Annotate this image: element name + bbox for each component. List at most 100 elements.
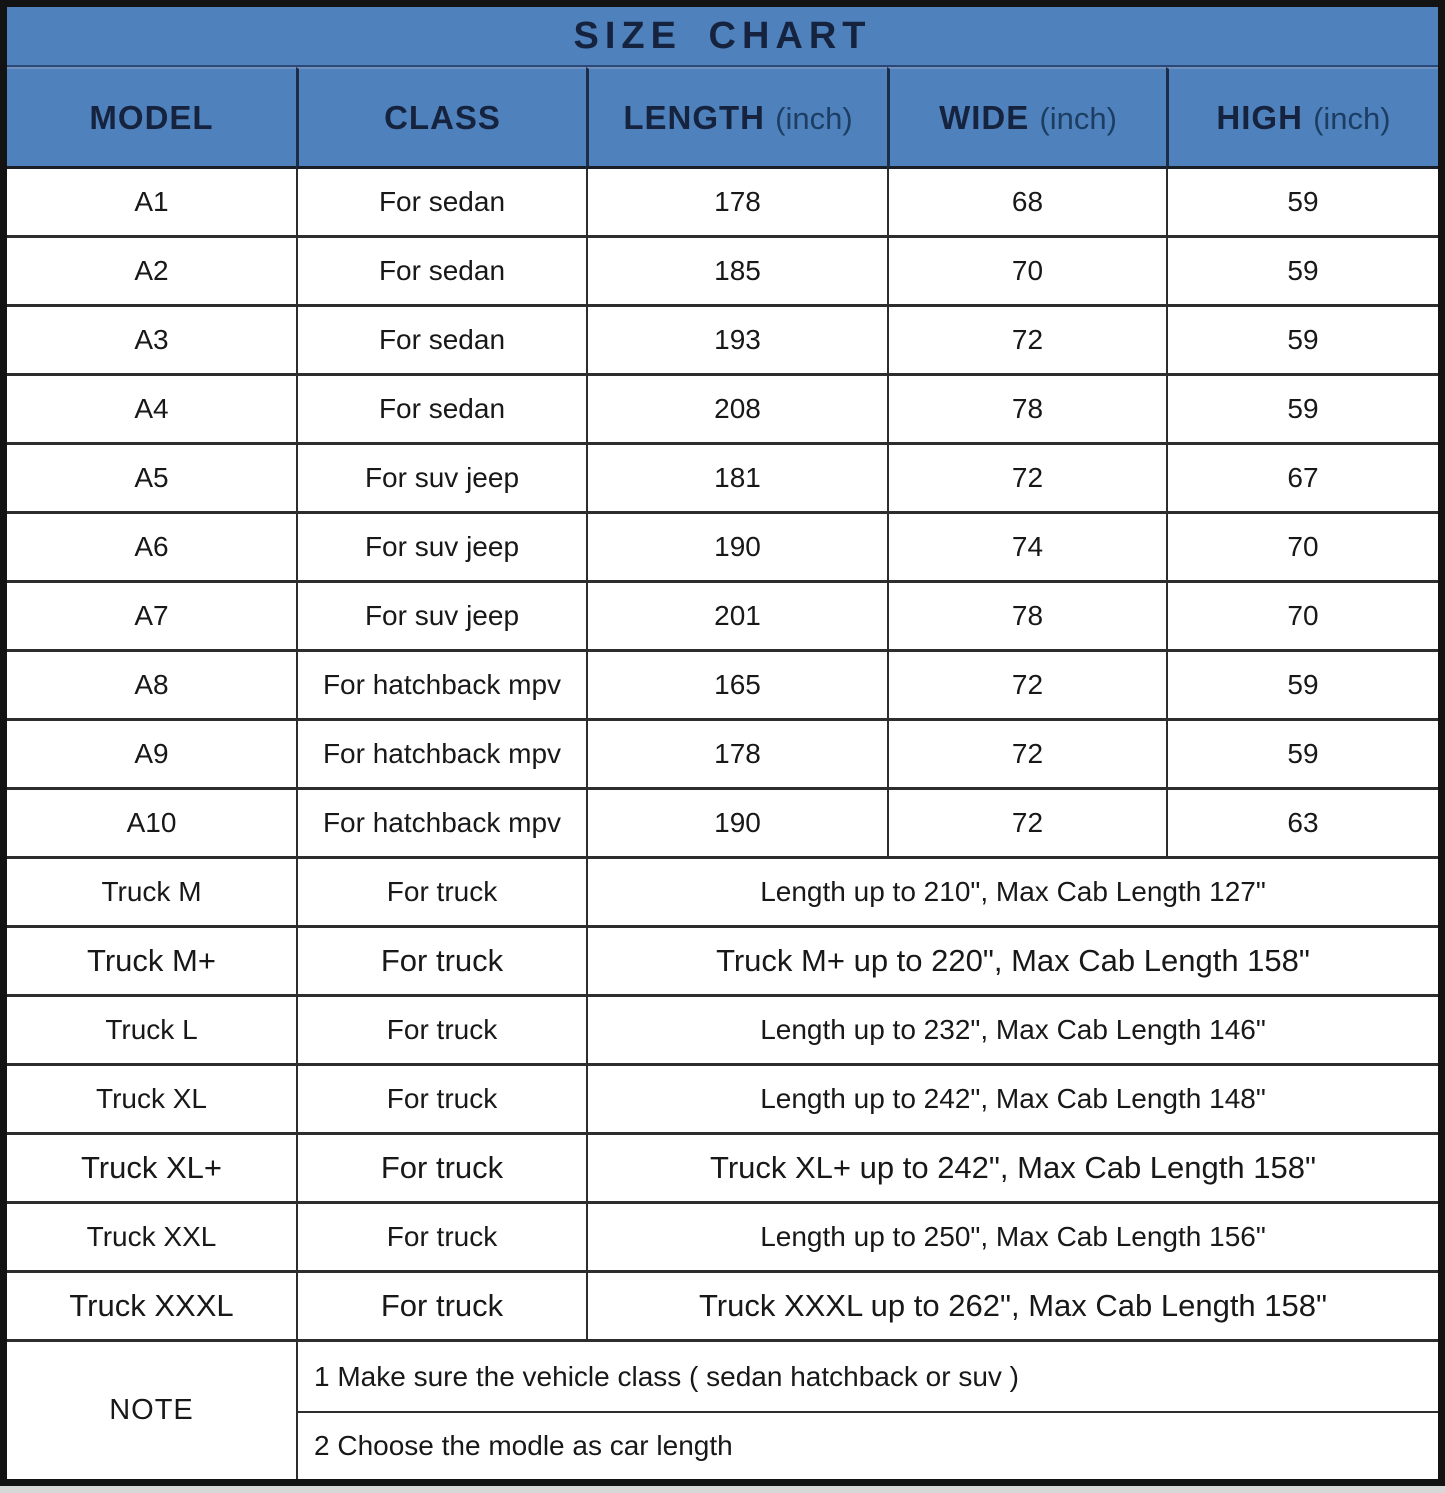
truck-size-cell: Length up to 250", Max Cab Length 156" — [586, 1204, 1438, 1273]
truck-size-cell: Truck M+ up to 220", Max Cab Length 158" — [586, 928, 1438, 997]
note-row: 2 Choose the modle as car length — [7, 1413, 1438, 1479]
model-cell: A10 — [7, 790, 296, 859]
model-cell: Truck XXXL — [7, 1273, 296, 1342]
table-row: A5 For suv jeep 181 72 67 — [7, 445, 1438, 514]
class-cell: For truck — [296, 859, 586, 928]
truck-row: Truck L For truck Length up to 232", Max… — [7, 997, 1438, 1066]
model-cell: Truck XL+ — [7, 1135, 296, 1204]
model-cell: Truck M — [7, 859, 296, 928]
model-cell: Truck M+ — [7, 928, 296, 997]
length-cell: 201 — [586, 583, 887, 652]
wide-cell: 74 — [887, 514, 1166, 583]
model-cell: A9 — [7, 721, 296, 790]
model-cell: Truck XXL — [7, 1204, 296, 1273]
length-cell: 178 — [586, 721, 887, 790]
class-cell: For sedan — [296, 238, 586, 307]
class-cell: For hatchback mpv — [296, 721, 586, 790]
chart-title: SIZE CHART — [7, 7, 1438, 67]
col-header-length-label: LENGTH — [623, 98, 765, 136]
table-row: A6 For suv jeep 190 74 70 — [7, 514, 1438, 583]
wide-cell: 72 — [887, 652, 1166, 721]
class-cell: For truck — [296, 1135, 586, 1204]
length-cell: 190 — [586, 514, 887, 583]
model-cell: Truck L — [7, 997, 296, 1066]
col-header-wide-label: WIDE — [939, 98, 1030, 136]
truck-size-cell: Truck XXXL up to 262", Max Cab Length 15… — [586, 1273, 1438, 1342]
wide-cell: 72 — [887, 445, 1166, 514]
truck-size-cell: Length up to 210", Max Cab Length 127" — [586, 859, 1438, 928]
length-cell: 181 — [586, 445, 887, 514]
note-line-2: 2 Choose the modle as car length — [296, 1413, 1438, 1479]
col-header-high-unit: (inch) — [1313, 100, 1391, 136]
truck-row: Truck XL For truck Length up to 242", Ma… — [7, 1066, 1438, 1135]
title-row: SIZE CHART — [7, 7, 1438, 67]
high-cell: 59 — [1166, 238, 1438, 307]
length-cell: 165 — [586, 652, 887, 721]
model-cell: A2 — [7, 238, 296, 307]
note-label: NOTE — [7, 1342, 296, 1479]
col-header-length-unit: (inch) — [775, 100, 853, 136]
truck-size-cell: Truck XL+ up to 242", Max Cab Length 158… — [586, 1135, 1438, 1204]
column-header-row: MODEL CLASS LENGTH (inch) WIDE (inch) HI… — [7, 67, 1438, 169]
class-cell: For truck — [296, 1066, 586, 1135]
col-header-wide-unit: (inch) — [1039, 100, 1117, 136]
class-cell: For hatchback mpv — [296, 790, 586, 859]
wide-cell: 78 — [887, 583, 1166, 652]
table-row: A10 For hatchback mpv 190 72 63 — [7, 790, 1438, 859]
table-row: A3 For sedan 193 72 59 — [7, 307, 1438, 376]
model-cell: A5 — [7, 445, 296, 514]
length-cell: 193 — [586, 307, 887, 376]
table-row: A7 For suv jeep 201 78 70 — [7, 583, 1438, 652]
truck-row: Truck M+ For truck Truck M+ up to 220", … — [7, 928, 1438, 997]
model-cell: A8 — [7, 652, 296, 721]
high-cell: 59 — [1166, 169, 1438, 238]
high-cell: 59 — [1166, 652, 1438, 721]
high-cell: 70 — [1166, 514, 1438, 583]
length-cell: 190 — [586, 790, 887, 859]
note-row: NOTE 1 Make sure the vehicle class ( sed… — [7, 1342, 1438, 1479]
class-cell: For sedan — [296, 307, 586, 376]
wide-cell: 78 — [887, 376, 1166, 445]
model-cell: A7 — [7, 583, 296, 652]
class-cell: For truck — [296, 1273, 586, 1342]
col-header-high: HIGH (inch) — [1166, 67, 1438, 169]
class-cell: For truck — [296, 1204, 586, 1273]
model-cell: A4 — [7, 376, 296, 445]
truck-row: Truck XXL For truck Length up to 250", M… — [7, 1204, 1438, 1273]
length-cell: 178 — [586, 169, 887, 238]
truck-row: Truck M For truck Length up to 210", Max… — [7, 859, 1438, 928]
high-cell: 63 — [1166, 790, 1438, 859]
class-cell: For truck — [296, 997, 586, 1066]
truck-size-cell: Length up to 232", Max Cab Length 146" — [586, 997, 1438, 1066]
table-row: A2 For sedan 185 70 59 — [7, 238, 1438, 307]
model-cell: A1 — [7, 169, 296, 238]
class-cell: For suv jeep — [296, 445, 586, 514]
wide-cell: 70 — [887, 238, 1166, 307]
wide-cell: 72 — [887, 721, 1166, 790]
class-cell: For hatchback mpv — [296, 652, 586, 721]
col-header-high-label: HIGH — [1216, 98, 1303, 136]
class-cell: For suv jeep — [296, 583, 586, 652]
length-cell: 185 — [586, 238, 887, 307]
table-row: A4 For sedan 208 78 59 — [7, 376, 1438, 445]
col-header-wide: WIDE (inch) — [887, 67, 1166, 169]
wide-cell: 68 — [887, 169, 1166, 238]
truck-row: Truck XL+ For truck Truck XL+ up to 242"… — [7, 1135, 1438, 1204]
class-cell: For sedan — [296, 376, 586, 445]
wide-cell: 72 — [887, 307, 1166, 376]
bottom-strip — [0, 1486, 1445, 1493]
model-cell: Truck XL — [7, 1066, 296, 1135]
col-header-model: MODEL — [7, 67, 296, 169]
model-cell: A6 — [7, 514, 296, 583]
high-cell: 59 — [1166, 721, 1438, 790]
table-row: A1 For sedan 178 68 59 — [7, 169, 1438, 238]
truck-size-cell: Length up to 242", Max Cab Length 148" — [586, 1066, 1438, 1135]
table-row: A8 For hatchback mpv 165 72 59 — [7, 652, 1438, 721]
col-header-class-label: CLASS — [384, 98, 501, 136]
class-cell: For sedan — [296, 169, 586, 238]
class-cell: For truck — [296, 928, 586, 997]
col-header-model-label: MODEL — [89, 98, 214, 136]
model-cell: A3 — [7, 307, 296, 376]
